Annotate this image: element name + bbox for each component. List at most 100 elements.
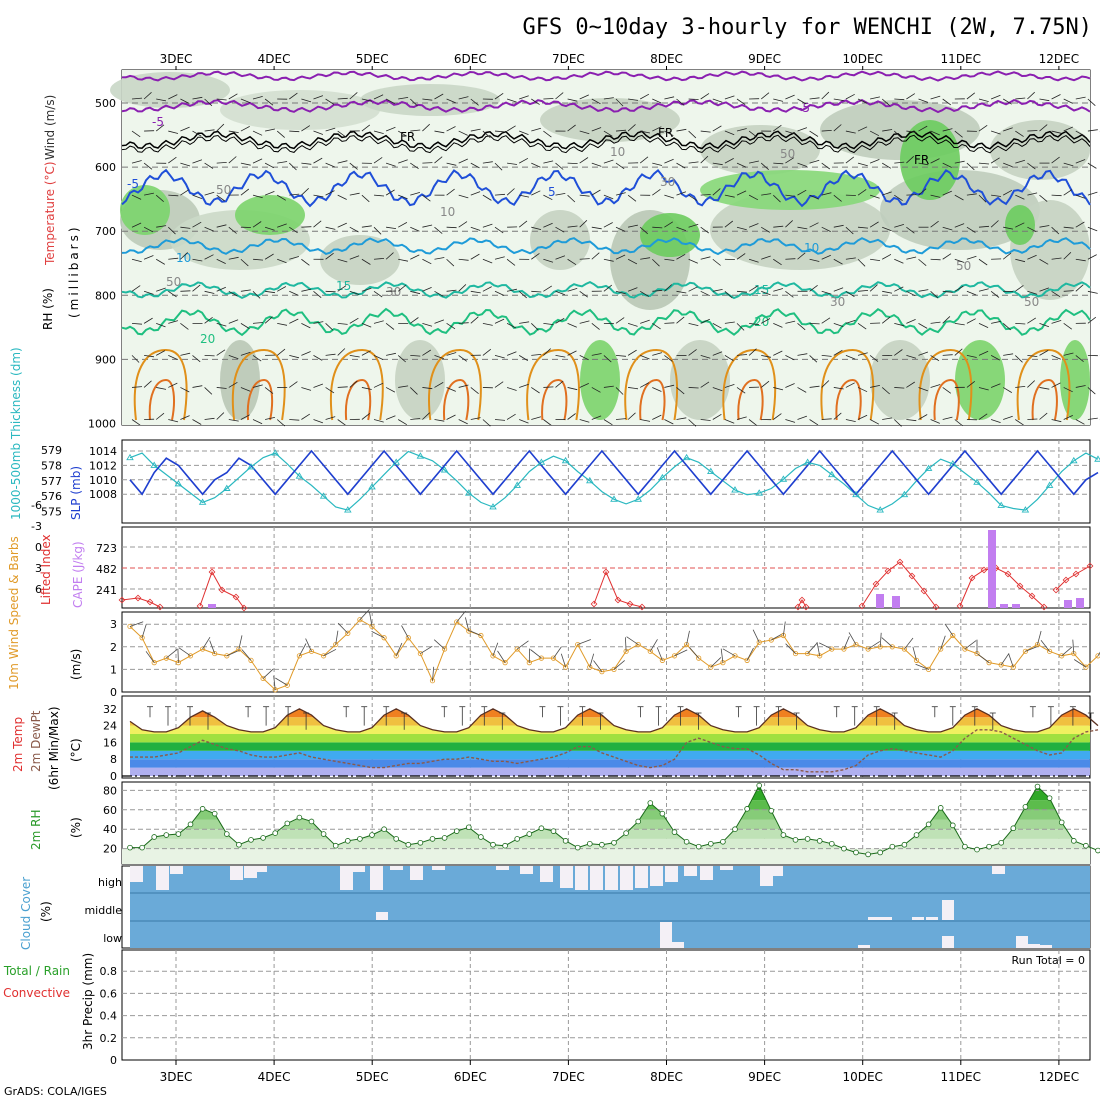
upper-wind-barb [277, 322, 288, 326]
thickness-point [973, 478, 981, 485]
thickness-point [803, 458, 812, 465]
upper-wind-barb [954, 322, 965, 326]
wind10-point [732, 653, 738, 659]
upper-wind-barb [507, 288, 517, 292]
rh2m-point [974, 846, 980, 853]
upper-wind-barb [301, 162, 312, 165]
upper-wind-barb [1075, 419, 1085, 425]
upper-wind-barb [313, 194, 324, 198]
upper-wind-barb [1087, 98, 1096, 106]
panel-frame-slp [121, 439, 1091, 524]
lifted-index-point [920, 587, 928, 595]
upper-wind-barb [301, 351, 311, 356]
upper-wind-barb [978, 225, 990, 228]
wind10-barb [1040, 640, 1050, 652]
upper-wind-barb [240, 414, 250, 420]
wind10-point [345, 630, 351, 636]
lifted-index-line [959, 567, 1045, 608]
upper-wind-barb [700, 355, 711, 359]
upper-wind-barb [664, 355, 673, 362]
lifted-index-point [602, 568, 610, 576]
wind10-point [1034, 641, 1041, 648]
upper-wind-barb [397, 284, 407, 292]
upper-wind-barb [192, 258, 203, 262]
cloud-high-bar [130, 866, 143, 882]
upper-wind-barb [954, 348, 963, 356]
upper-wind-barb [688, 349, 697, 356]
upper-wind-barb [930, 355, 940, 362]
upper-wind-barb [555, 193, 566, 196]
upper-wind-barb [1051, 226, 1060, 235]
upper-wind-barb [773, 98, 784, 102]
upper-wind-barb [494, 130, 506, 133]
upper-wind-barb [1002, 98, 1013, 105]
wind10-point [841, 646, 847, 652]
temp2m-tick-label: 32 [103, 703, 117, 716]
lifted-index-point [614, 596, 622, 604]
lifted-index-point [932, 603, 940, 611]
upper-wind-barb [652, 387, 662, 392]
thickness-tick-label: 579 [41, 444, 62, 457]
upper-wind-barb [627, 412, 636, 420]
upper-wind-barb [1075, 96, 1086, 100]
upper-wind-barb [640, 257, 651, 260]
wind10-barb [589, 653, 595, 668]
rh2m-point [599, 841, 605, 848]
precip-ylabel: 3hr Precip (mm) [81, 953, 95, 1050]
upper-wind-barb [991, 320, 1001, 324]
upper-wind-barb [252, 194, 263, 199]
contour-label-ten: 10 [176, 251, 191, 265]
rh2m-point [332, 842, 339, 849]
lifted-index-point [208, 568, 216, 576]
contour-label-rh50: 50 [780, 147, 795, 161]
upper-wind-barb [349, 192, 360, 196]
upper-wind-barb [724, 220, 734, 228]
cape-bar [1000, 604, 1008, 608]
upper-wind-barb [519, 157, 529, 164]
upper-wind-barb [301, 258, 310, 266]
rh2m-point [320, 831, 327, 837]
wind10-point [1095, 653, 1100, 659]
upper-wind-barb [1027, 418, 1038, 420]
upper-wind-barb [543, 222, 553, 228]
upper-wind-barb [373, 290, 383, 298]
wind10-barb [807, 642, 818, 654]
upper-wind-barb [458, 194, 469, 199]
wind10-point [611, 666, 617, 673]
upper-wind-barb [978, 322, 989, 328]
upper-wind-barb [567, 288, 578, 292]
upper-wind-barb [640, 130, 651, 134]
upper-wind-barb [555, 226, 565, 233]
upper-wind-barb [277, 161, 288, 164]
upper-wind-barb [422, 322, 433, 327]
upper-wind-barb [1003, 162, 1013, 168]
upper-wind-barb [531, 190, 541, 196]
upper-wind-barb [482, 286, 492, 292]
thickness-point [489, 503, 497, 510]
upper-wind-barb [313, 220, 322, 228]
contour-label-rh50: 50 [1024, 295, 1039, 309]
upper-wind-barb [543, 98, 554, 100]
cloud-mid-bar [942, 900, 954, 920]
wind10-point [647, 648, 653, 654]
wind10-barb [560, 653, 566, 668]
upper-wind-barb [579, 258, 590, 260]
thickness-point [537, 458, 546, 465]
wind10-point [1083, 664, 1089, 670]
upper-wind-barb [337, 258, 348, 263]
rh2m-point [828, 840, 835, 847]
upper-wind-barb [845, 93, 855, 100]
upper-wind-barb [265, 128, 275, 132]
wind10-point [901, 646, 908, 652]
rh2m-point [732, 826, 738, 832]
upper-temp-title: Temperature (°C) [43, 161, 57, 266]
cloud-high-bar [665, 866, 678, 882]
upper-wind-barb [664, 96, 675, 100]
upper-wind-barb [773, 258, 782, 266]
rh2m-point [780, 832, 787, 838]
upper-wind-barb [918, 387, 929, 392]
upper-wind-barb [627, 258, 638, 265]
cloud-low-bar [660, 922, 672, 948]
upper-wind-barb [349, 355, 360, 358]
